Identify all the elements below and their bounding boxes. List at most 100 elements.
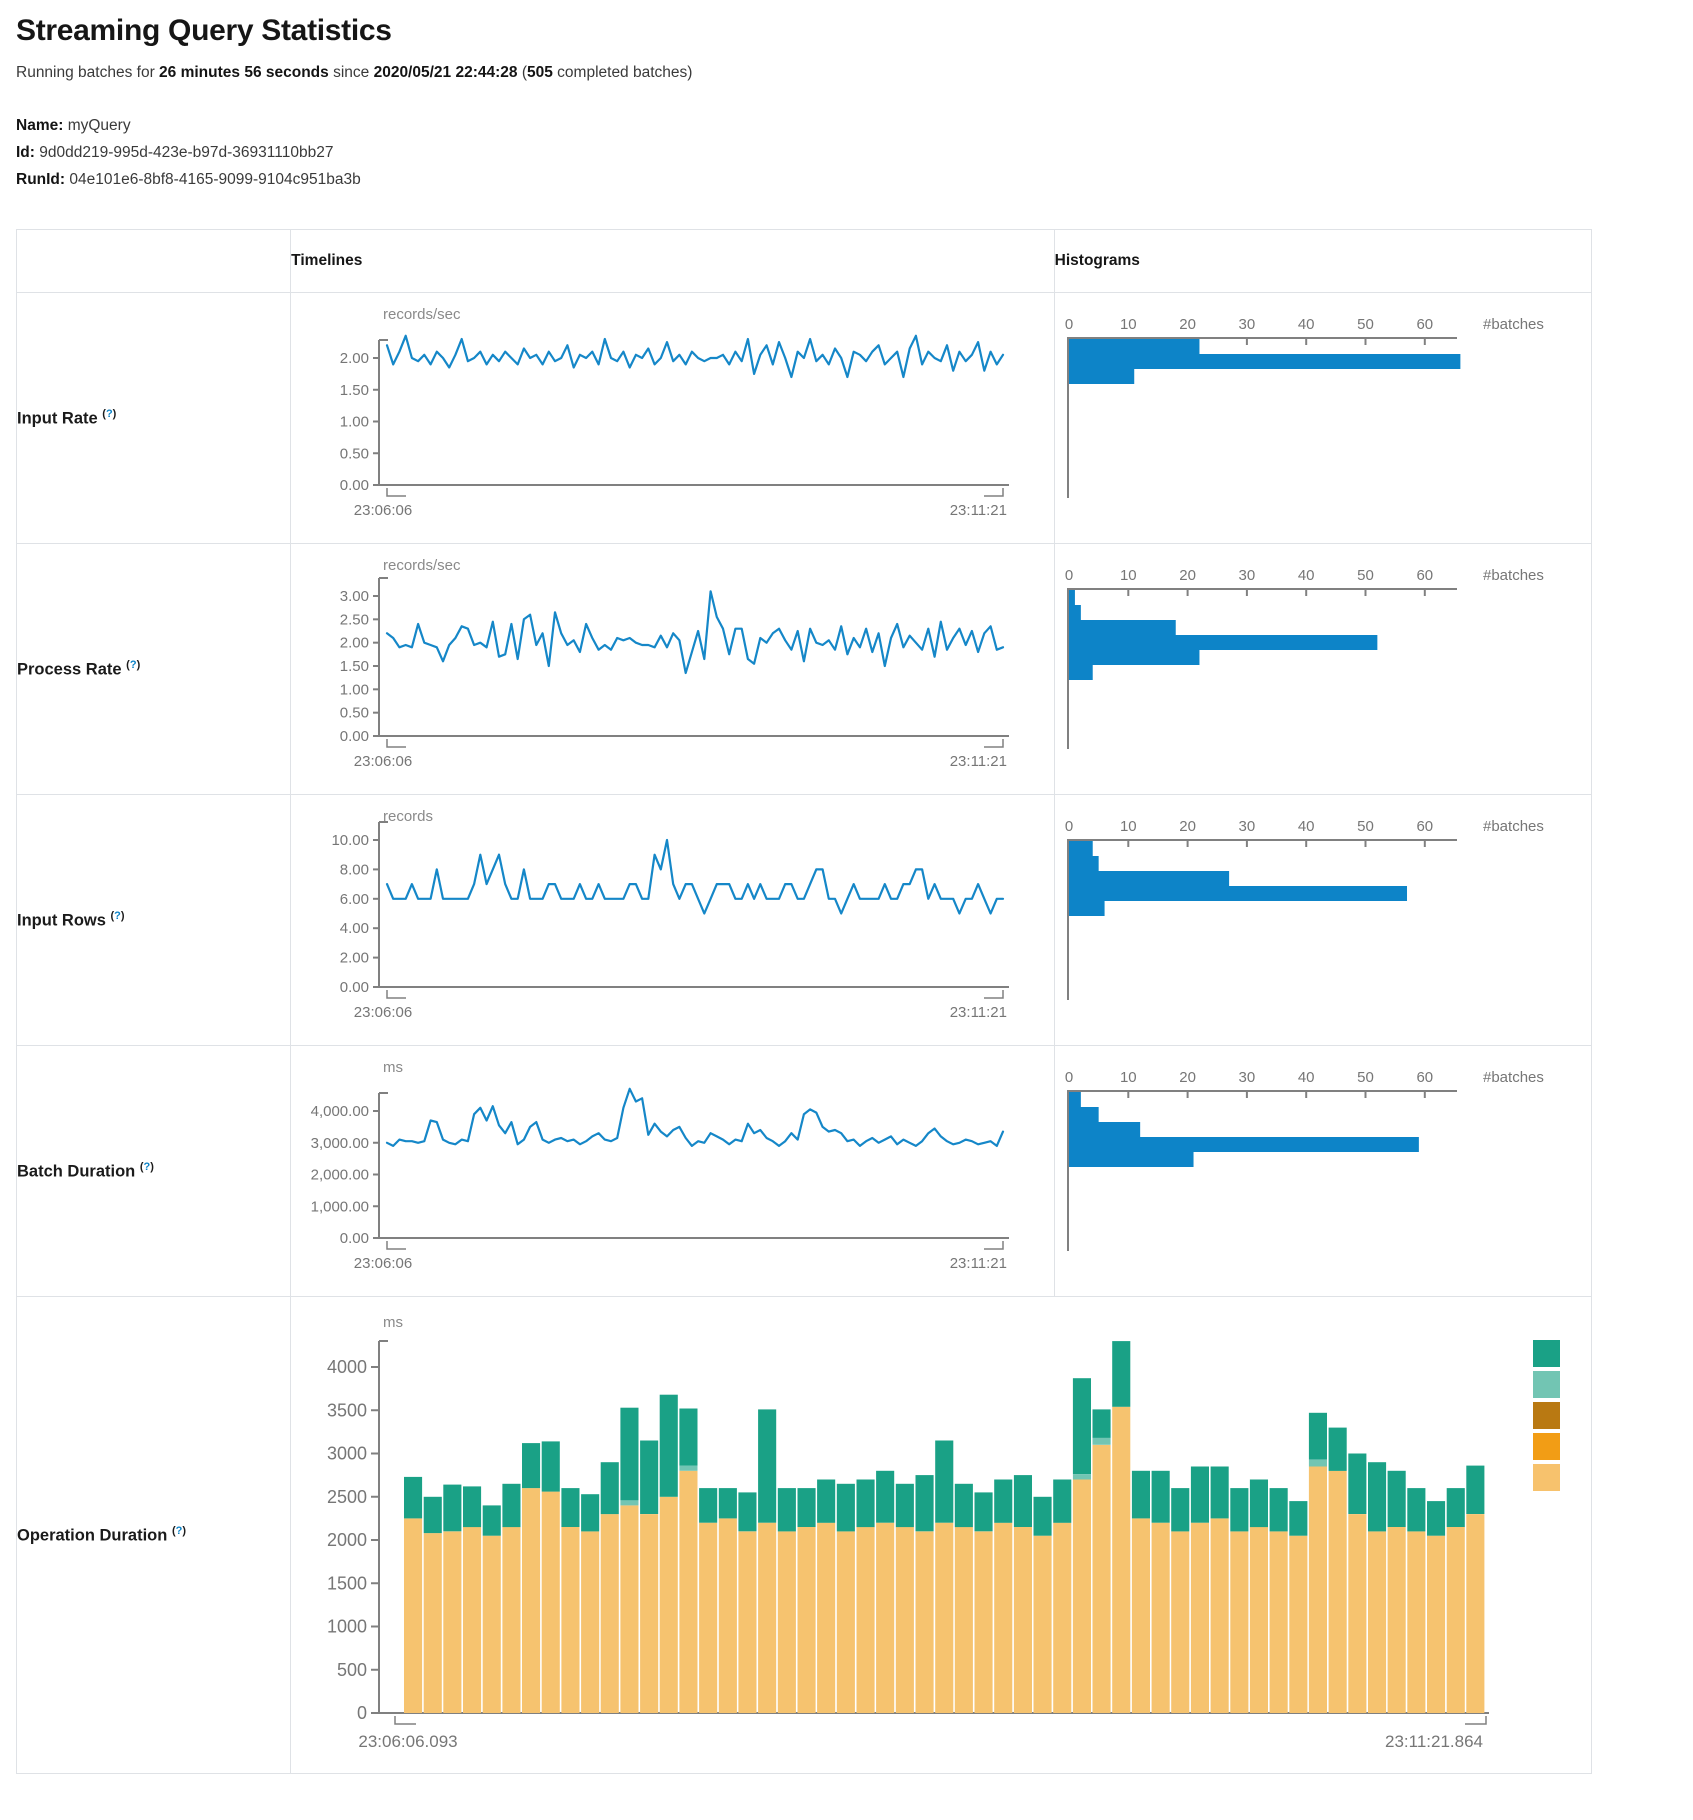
svg-text:#batches: #batches: [1483, 316, 1544, 333]
page-title: Streaming Query Statistics: [16, 14, 392, 47]
help-icon[interactable]: (?): [110, 909, 125, 922]
svg-text:0.00: 0.00: [340, 979, 369, 996]
svg-text:records/sec: records/sec: [383, 557, 461, 574]
svg-text:30: 30: [1238, 1069, 1255, 1086]
help-icon[interactable]: (?): [102, 407, 117, 420]
query-runid-label: RunId:: [16, 171, 66, 188]
svg-text:23:11:21: 23:11:21: [950, 502, 1007, 519]
table-row-batch-duration: Batch Duration (?) ms 0.00 1,000.00 2,000.0…: [15, 1045, 1593, 1297]
svg-text:2.00: 2.00: [340, 950, 369, 967]
svg-text:23:06:06: 23:06:06: [354, 753, 412, 770]
svg-text:50: 50: [1357, 818, 1374, 835]
svg-text:0: 0: [1064, 1069, 1072, 1086]
help-icon[interactable]: (?): [171, 1524, 187, 1537]
svg-text:50: 50: [1357, 567, 1374, 584]
svg-text:2.00: 2.00: [340, 350, 369, 367]
query-meta: Name: myQuery Id: 9d0dd219-995d-423e-b97…: [16, 112, 1693, 193]
line-chart: records 0.00 2.00 4.00 6.00 8.00 10.00 23:06:06…: [332, 808, 1010, 1021]
svg-text:3.00: 3.00: [340, 588, 369, 605]
summary-paren: (: [517, 64, 527, 81]
summary-suffix: completed batches): [552, 64, 693, 81]
histogram-chart: 0 10 20 30 40 50 60 #batches: [1064, 1069, 1544, 1251]
summary-middle: since: [328, 64, 374, 81]
running-batches-summary: Running batches for 26 minutes 56 second…: [16, 64, 1693, 82]
svg-text:10: 10: [1120, 567, 1137, 584]
svg-text:0: 0: [1064, 818, 1072, 835]
svg-text:0.50: 0.50: [340, 705, 369, 722]
query-name-label: Name:: [16, 117, 64, 134]
statistics-table: Timelines Histograms Input Rate (?) reco…: [15, 229, 1593, 1774]
input-rate-histogram-chart: 0 10 20 30 40 50 60 #batches: [1053, 292, 1593, 544]
svg-text:20: 20: [1179, 567, 1196, 584]
svg-text:20: 20: [1179, 818, 1196, 835]
svg-text:0.00: 0.00: [340, 477, 369, 494]
query-id-line: Id: 9d0dd219-995d-423e-b97d-36931110bb27: [16, 139, 1693, 166]
table-row-input-rows: Input Rows (?) records 0.00 2.00 4.00 6.00 8.…: [15, 794, 1593, 1046]
metric-label: Process Rate: [17, 660, 122, 679]
svg-text:1.50: 1.50: [340, 658, 369, 675]
table-row-operation-duration: Operation Duration (?) ms 0 500 1000 1500 200…: [15, 1296, 1592, 1774]
svg-text:23:11:21: 23:11:21: [950, 753, 1007, 770]
line-chart: records/sec 0.00 0.50 1.00 1.50 2.00 23:06:06 2…: [340, 306, 1010, 519]
svg-text:0.00: 0.00: [340, 728, 369, 745]
completed-batches-count: 505: [526, 64, 553, 81]
help-icon[interactable]: (?): [139, 1160, 154, 1173]
svg-text:40: 40: [1298, 567, 1315, 584]
svg-text:50: 50: [1357, 316, 1374, 333]
table-row-process-rate: Process Rate (?) records/sec 0.00 0.50 1.00…: [15, 543, 1593, 795]
header-timelines: Timelines: [290, 229, 1055, 293]
svg-text:10: 10: [1120, 316, 1137, 333]
histogram-chart: 0 10 20 30 40 50 60 #batches: [1064, 818, 1544, 1000]
svg-text:60: 60: [1416, 567, 1433, 584]
svg-text:2,000.00: 2,000.00: [311, 1167, 369, 1184]
svg-text:4000: 4000: [327, 1357, 367, 1377]
line-chart: records/sec 0.00 0.50 1.00 1.50 2.00 2.50 3.00 2…: [340, 557, 1010, 770]
batch-duration-histogram-chart: 0 10 20 30 40 50 60 #batches: [1053, 1045, 1593, 1297]
svg-text:20: 20: [1179, 316, 1196, 333]
svg-text:3,000.00: 3,000.00: [311, 1135, 369, 1152]
svg-text:4,000.00: 4,000.00: [311, 1103, 369, 1120]
process-rate-timeline-chart: records/sec 0.00 0.50 1.00 1.50 2.00 2.50 3.00 2…: [290, 543, 1055, 795]
metric-label: Input Rate: [17, 409, 98, 428]
svg-text:2000: 2000: [327, 1530, 367, 1550]
svg-text:500: 500: [337, 1660, 367, 1680]
row-label-process-rate: Process Rate (?): [15, 543, 292, 795]
svg-text:40: 40: [1298, 818, 1315, 835]
svg-text:10.00: 10.00: [332, 832, 370, 849]
svg-text:30: 30: [1238, 567, 1255, 584]
svg-text:3500: 3500: [327, 1400, 367, 1420]
table-row-input-rate: Input Rate (?) records/sec 0.00 0.50 1.00 1.…: [15, 292, 1593, 544]
page: Streaming Query Statistics Running batch…: [15, 14, 1693, 1774]
svg-text:20: 20: [1179, 1069, 1196, 1086]
svg-text:0: 0: [1064, 567, 1072, 584]
query-id-value: 9d0dd219-995d-423e-b97d-36931110bb27: [34, 144, 334, 161]
row-label-input-rate: Input Rate (?): [15, 292, 292, 544]
svg-text:2.50: 2.50: [340, 611, 369, 628]
svg-text:#batches: #batches: [1483, 567, 1544, 584]
svg-text:records: records: [383, 808, 433, 825]
svg-text:#batches: #batches: [1483, 1069, 1544, 1086]
svg-text:1.50: 1.50: [340, 382, 369, 399]
svg-text:1500: 1500: [327, 1573, 367, 1593]
batch-duration-timeline-chart: ms 0.00 1,000.00 2,000.00 3,000.00 4,000.00 23…: [290, 1045, 1055, 1297]
svg-text:2.00: 2.00: [340, 635, 369, 652]
histogram-chart: 0 10 20 30 40 50 60 #batches: [1064, 316, 1544, 498]
svg-text:1,000.00: 1,000.00: [311, 1198, 369, 1215]
svg-text:0: 0: [357, 1703, 367, 1723]
input-rows-timeline-chart: records 0.00 2.00 4.00 6.00 8.00 10.00 23:06:06…: [290, 794, 1055, 1046]
svg-text:60: 60: [1416, 1069, 1433, 1086]
svg-text:10: 10: [1120, 1069, 1137, 1086]
svg-text:23:06:06: 23:06:06: [354, 1004, 412, 1021]
svg-text:1.00: 1.00: [340, 681, 369, 698]
metric-label: Batch Duration: [17, 1162, 136, 1181]
svg-text:23:11:21: 23:11:21: [950, 1004, 1007, 1021]
start-timestamp: 2020/05/21 22:44:28: [373, 64, 518, 81]
svg-text:4.00: 4.00: [340, 920, 369, 937]
svg-text:30: 30: [1238, 316, 1255, 333]
svg-text:6.00: 6.00: [340, 891, 369, 908]
svg-text:50: 50: [1357, 1069, 1374, 1086]
header-histograms: Histograms: [1053, 229, 1593, 293]
svg-text:23:11:21: 23:11:21: [950, 1255, 1007, 1272]
help-icon[interactable]: (?): [126, 658, 141, 671]
input-rate-timeline-chart: records/sec 0.00 0.50 1.00 1.50 2.00 23:06:06 2…: [290, 292, 1055, 544]
